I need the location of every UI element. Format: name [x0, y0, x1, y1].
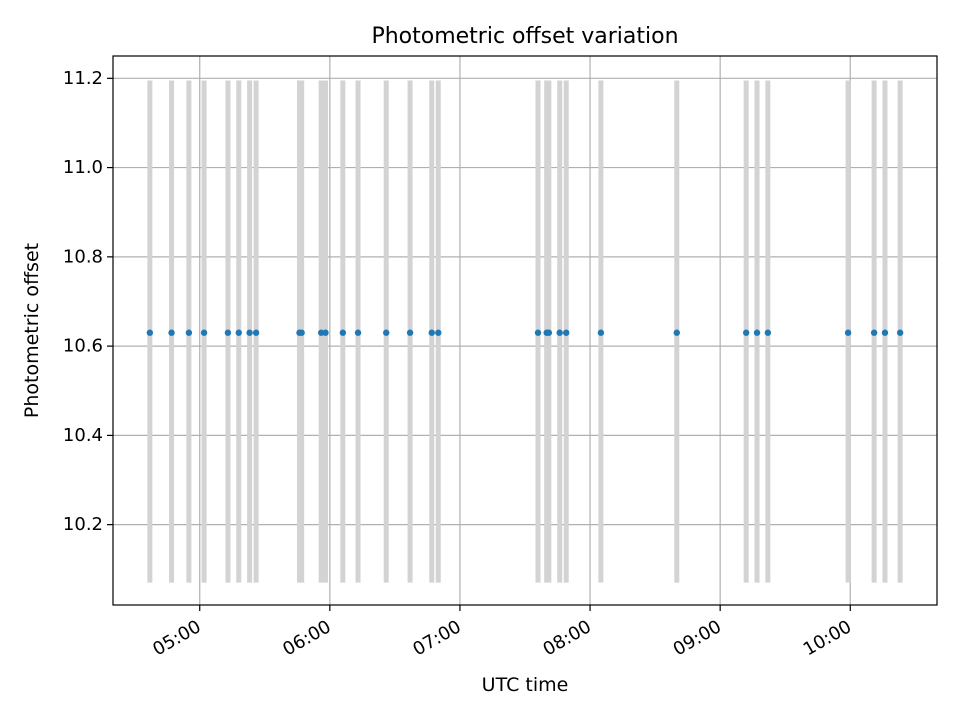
data-point [146, 329, 154, 336]
data-point [764, 329, 772, 336]
data-point [354, 329, 362, 336]
data-point [322, 329, 329, 336]
x-axis-label: UTC time [482, 674, 569, 696]
data-point [428, 329, 435, 336]
data-point [435, 329, 442, 336]
data-point [339, 329, 347, 336]
y-tick-label: 11.2 [63, 68, 103, 89]
data-point [742, 329, 750, 336]
data-point [673, 329, 680, 336]
plot-frame [112, 55, 938, 606]
data-point [252, 329, 260, 336]
y-tick-label: 10.6 [63, 336, 103, 357]
data-point [534, 329, 542, 336]
data-point [881, 329, 889, 336]
data-point [246, 329, 253, 336]
y-axis-label: Photometric offset [21, 243, 43, 418]
data-point [563, 329, 570, 336]
y-tick-label: 10.4 [63, 425, 103, 446]
data-point [185, 329, 193, 336]
data-point [224, 329, 232, 336]
y-tick-label: 10.8 [63, 246, 103, 267]
data-point [545, 329, 553, 336]
y-tick-label: 11.0 [63, 157, 103, 178]
data-point [235, 329, 242, 336]
data-point [383, 329, 390, 336]
data-point [200, 329, 208, 336]
y-tick-label: 10.2 [63, 514, 103, 535]
data-point [597, 329, 605, 336]
data-point [753, 329, 761, 336]
data-point [896, 329, 904, 336]
data-point [406, 329, 414, 336]
data-point [298, 329, 305, 336]
data-point [844, 329, 852, 336]
chart-title: Photometric offset variation [371, 24, 678, 49]
data-point [168, 329, 175, 336]
data-point [556, 329, 563, 336]
data-points [146, 329, 904, 336]
data-point [870, 329, 878, 336]
